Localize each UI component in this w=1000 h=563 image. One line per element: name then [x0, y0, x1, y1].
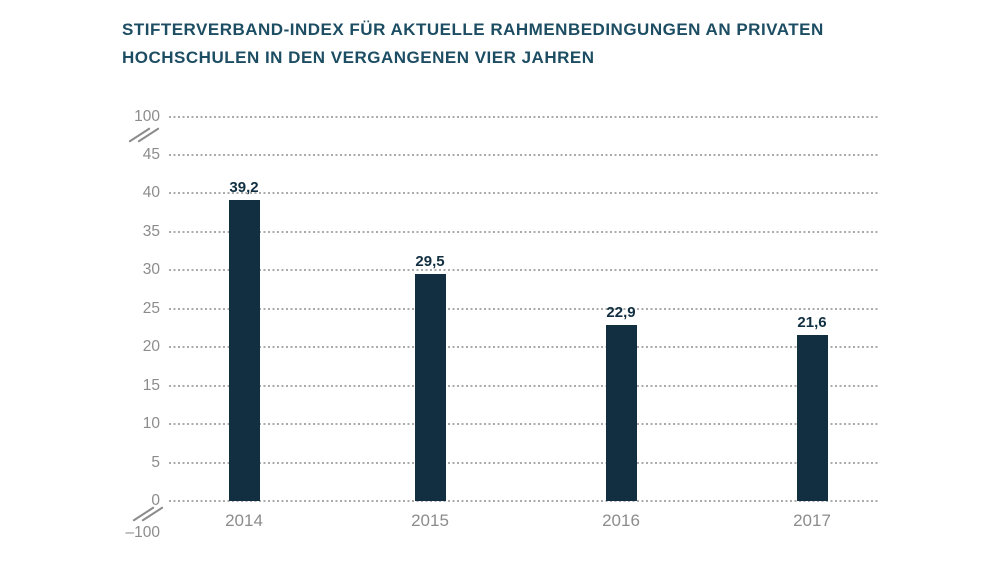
gridline: [169, 346, 879, 349]
y-axis-tick-label: 15: [142, 376, 160, 394]
y-axis-tick-label: 0: [151, 492, 160, 509]
x-axis-tick-label: 2015: [411, 511, 449, 530]
gridline: [169, 116, 879, 118]
bar-2017: [796, 334, 828, 501]
y-axis-tick-label: 100: [134, 108, 160, 125]
bar-2016: [605, 324, 637, 501]
x-axis-tick-label: 2017: [793, 511, 831, 530]
gridline: [169, 423, 879, 426]
x-axis-tick-label: 2014: [225, 511, 263, 530]
axis-break-icon: [127, 124, 163, 146]
chart-title: STIFTERVERBAND-INDEX FÜR AKTUELLE RAHMEN…: [122, 16, 824, 72]
gridline: [169, 192, 879, 195]
y-axis-tick-label: –100: [125, 524, 160, 541]
chart-title-line-2: HOCHSCHULEN IN DEN VERGANGENEN VIER JAHR…: [122, 48, 595, 67]
gridline: [169, 153, 879, 156]
y-axis-tick-label: 35: [142, 222, 160, 240]
chart-title-line-1: STIFTERVERBAND-INDEX FÜR AKTUELLE RAHMEN…: [122, 20, 824, 39]
bar-value-label: 29,5: [415, 253, 445, 271]
x-axis-tick-label: 2016: [602, 511, 640, 530]
bar-value-label: 22,9: [606, 303, 636, 321]
y-axis-tick-label: 25: [142, 299, 160, 317]
axis-break-icon: [131, 503, 167, 525]
gridline: [169, 307, 879, 310]
gridline: [169, 500, 879, 502]
y-axis-tick-label: 10: [142, 415, 160, 433]
y-axis-tick-label: 40: [142, 184, 160, 202]
bar-2014: [228, 199, 260, 501]
gridline: [169, 384, 879, 387]
bar-value-label: 21,6: [797, 313, 827, 331]
bar-value-label: 39,2: [229, 178, 259, 196]
gridline: [169, 230, 879, 233]
gridline: [169, 269, 879, 272]
y-axis-tick-label: 5: [151, 453, 160, 471]
bar-2015: [414, 274, 446, 501]
gridline: [169, 461, 879, 464]
y-axis-tick-label: 20: [142, 338, 160, 356]
y-axis-tick-label: 45: [142, 145, 160, 163]
y-axis-tick-label: 30: [142, 261, 160, 279]
